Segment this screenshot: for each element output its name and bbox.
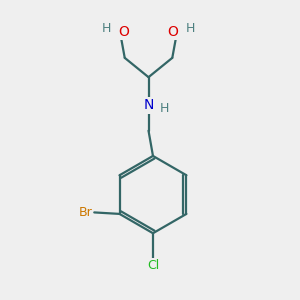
Text: H: H <box>102 22 112 34</box>
Text: Br: Br <box>79 206 92 219</box>
Text: O: O <box>118 25 129 39</box>
Text: H: H <box>185 22 195 34</box>
Text: N: N <box>143 98 154 112</box>
Text: O: O <box>168 25 178 39</box>
Text: H: H <box>159 102 169 115</box>
Text: Cl: Cl <box>147 259 159 272</box>
